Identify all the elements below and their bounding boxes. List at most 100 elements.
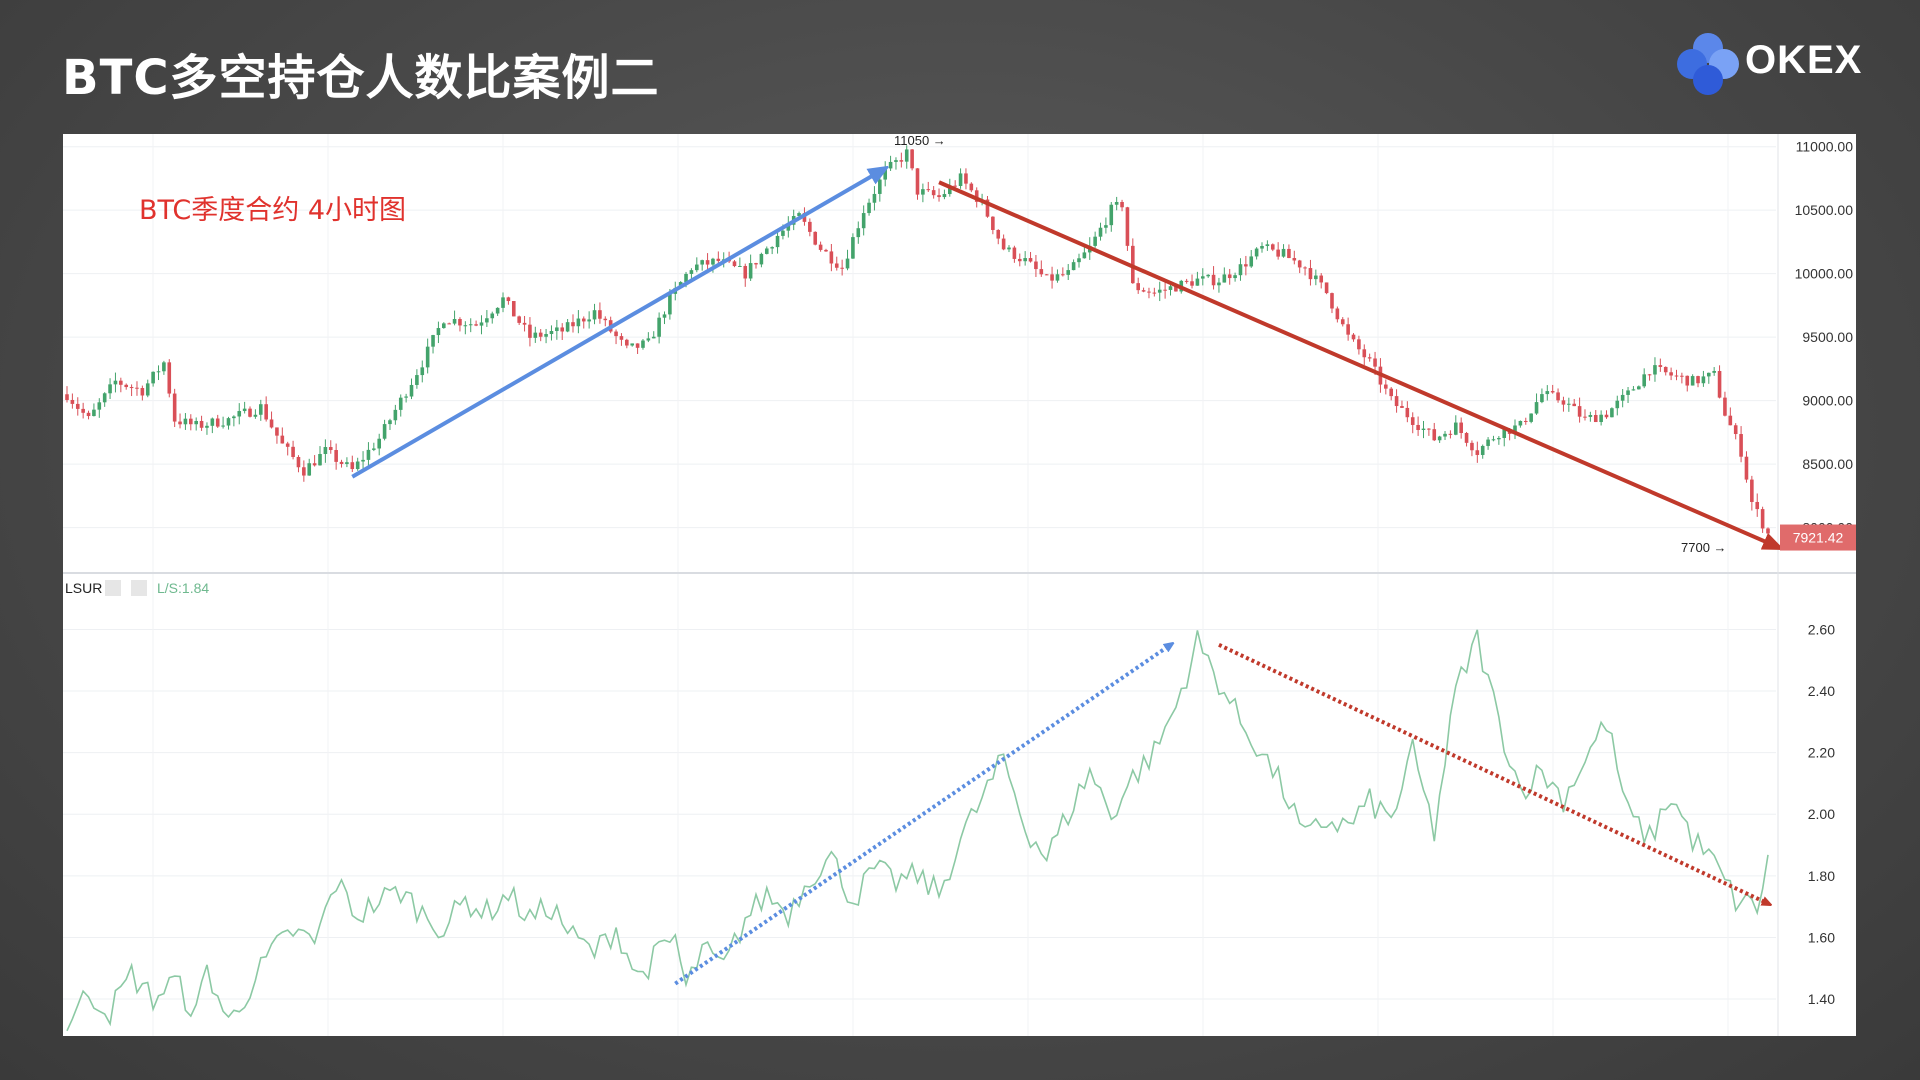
candle-body bbox=[1653, 365, 1657, 375]
candle-body bbox=[1631, 389, 1636, 391]
candle-body bbox=[258, 404, 263, 415]
chart-canvas: 11000.00 10500.00 10000.00 9500.00 9000.00 85… bbox=[63, 134, 1856, 1036]
candle-body bbox=[393, 409, 398, 421]
candle-body bbox=[619, 336, 624, 340]
indicator-close-icon[interactable] bbox=[131, 580, 147, 596]
candle-body bbox=[1491, 439, 1496, 441]
candle-body bbox=[1093, 236, 1097, 246]
candle-body bbox=[996, 229, 1001, 239]
chart-panel: 11000.00 10500.00 10000.00 9500.00 9000.00 85… bbox=[63, 134, 1856, 1036]
brand-name: OKEX bbox=[1745, 38, 1863, 82]
candle-body bbox=[205, 425, 209, 428]
candle-body bbox=[194, 420, 198, 425]
candle-body bbox=[172, 393, 177, 422]
candle-body bbox=[1421, 428, 1426, 430]
candle-body bbox=[1109, 204, 1114, 226]
candle-body bbox=[447, 323, 451, 325]
candle-body bbox=[851, 237, 855, 259]
candle-body bbox=[770, 247, 774, 249]
candle-body bbox=[86, 412, 91, 417]
candle-body bbox=[1157, 289, 1162, 293]
candle-body bbox=[1642, 374, 1646, 387]
candle-body bbox=[603, 318, 608, 321]
candle-body bbox=[102, 393, 107, 403]
candle-body bbox=[1007, 247, 1011, 250]
candle-body bbox=[716, 258, 721, 261]
candle-body bbox=[1190, 281, 1194, 286]
high-marker-label: 11050 → bbox=[894, 134, 946, 148]
candle-body bbox=[237, 411, 242, 417]
candle-body bbox=[431, 335, 435, 347]
price-tick-label: 11000.00 bbox=[1796, 139, 1854, 155]
candle-body bbox=[813, 231, 818, 245]
candle-body bbox=[1685, 375, 1690, 386]
candle-body bbox=[549, 331, 554, 335]
candle-body bbox=[1017, 258, 1022, 262]
candle-body bbox=[1470, 442, 1474, 451]
candle-body bbox=[1238, 264, 1243, 276]
candle-body bbox=[1416, 424, 1420, 430]
candle-body bbox=[280, 435, 285, 444]
indicator-settings-icon[interactable] bbox=[105, 580, 121, 596]
candle-body bbox=[1314, 275, 1318, 280]
candle-body bbox=[808, 221, 812, 232]
okex-logo-mark bbox=[1677, 33, 1739, 95]
candle-body bbox=[156, 371, 161, 373]
candle-body bbox=[834, 263, 839, 268]
candle-body bbox=[522, 322, 527, 325]
candle-body bbox=[242, 408, 247, 412]
candle-body bbox=[598, 310, 602, 319]
candle-body bbox=[232, 416, 236, 419]
candle-body bbox=[775, 235, 780, 248]
candle-body bbox=[404, 396, 408, 398]
candle-body bbox=[1669, 372, 1673, 376]
candle-body bbox=[1351, 334, 1356, 340]
candle-body bbox=[845, 258, 850, 269]
candle-body bbox=[285, 443, 290, 447]
candle-body bbox=[1028, 258, 1033, 262]
candle-body bbox=[662, 314, 667, 318]
candle-body bbox=[560, 327, 565, 332]
candle-body bbox=[1001, 238, 1006, 250]
candle-body bbox=[1373, 358, 1377, 367]
candle-body bbox=[635, 343, 640, 348]
candle-body bbox=[210, 418, 215, 426]
candle-body bbox=[899, 160, 904, 162]
candle-body bbox=[1534, 402, 1539, 414]
candle-body bbox=[1453, 422, 1458, 435]
candle-body bbox=[1260, 246, 1264, 249]
price-tick-label: 10000.00 bbox=[1795, 266, 1854, 282]
candle-body bbox=[1405, 407, 1410, 418]
candle-body bbox=[883, 168, 888, 180]
candle-body bbox=[511, 301, 516, 317]
candle-body bbox=[1663, 366, 1668, 373]
candle-body bbox=[97, 402, 102, 410]
candle-body bbox=[1701, 376, 1706, 384]
candle-body bbox=[415, 375, 419, 385]
candle-body bbox=[947, 185, 952, 195]
candle-body bbox=[1529, 413, 1533, 422]
candle-body bbox=[1308, 268, 1313, 280]
candle-body bbox=[1593, 414, 1598, 423]
candle-body bbox=[1394, 396, 1399, 407]
candle-body bbox=[1287, 248, 1291, 259]
candle-body bbox=[1540, 394, 1544, 403]
candle-body bbox=[129, 387, 134, 389]
candle-body bbox=[1545, 391, 1550, 395]
candle-body bbox=[1410, 417, 1415, 425]
candle-body bbox=[1125, 207, 1130, 246]
candle-body bbox=[1626, 390, 1630, 395]
candle-body bbox=[1023, 258, 1027, 262]
candle-body bbox=[1152, 292, 1157, 294]
candle-body bbox=[1227, 274, 1232, 279]
candle-body bbox=[1615, 400, 1620, 409]
candle-body bbox=[1120, 201, 1124, 208]
candle-body bbox=[700, 260, 704, 265]
okex-logo: OKEX bbox=[1670, 28, 1870, 98]
candle-body bbox=[495, 307, 500, 314]
price-tick-label: 8500.00 bbox=[1802, 456, 1853, 472]
candle-body bbox=[1217, 282, 1221, 286]
candle-body bbox=[1620, 394, 1625, 401]
candle-body bbox=[958, 173, 963, 186]
candle-body bbox=[479, 322, 484, 326]
